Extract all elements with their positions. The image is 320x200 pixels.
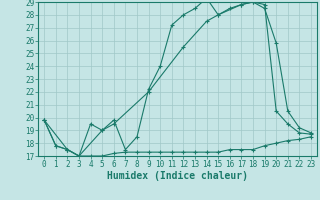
X-axis label: Humidex (Indice chaleur): Humidex (Indice chaleur)	[107, 171, 248, 181]
